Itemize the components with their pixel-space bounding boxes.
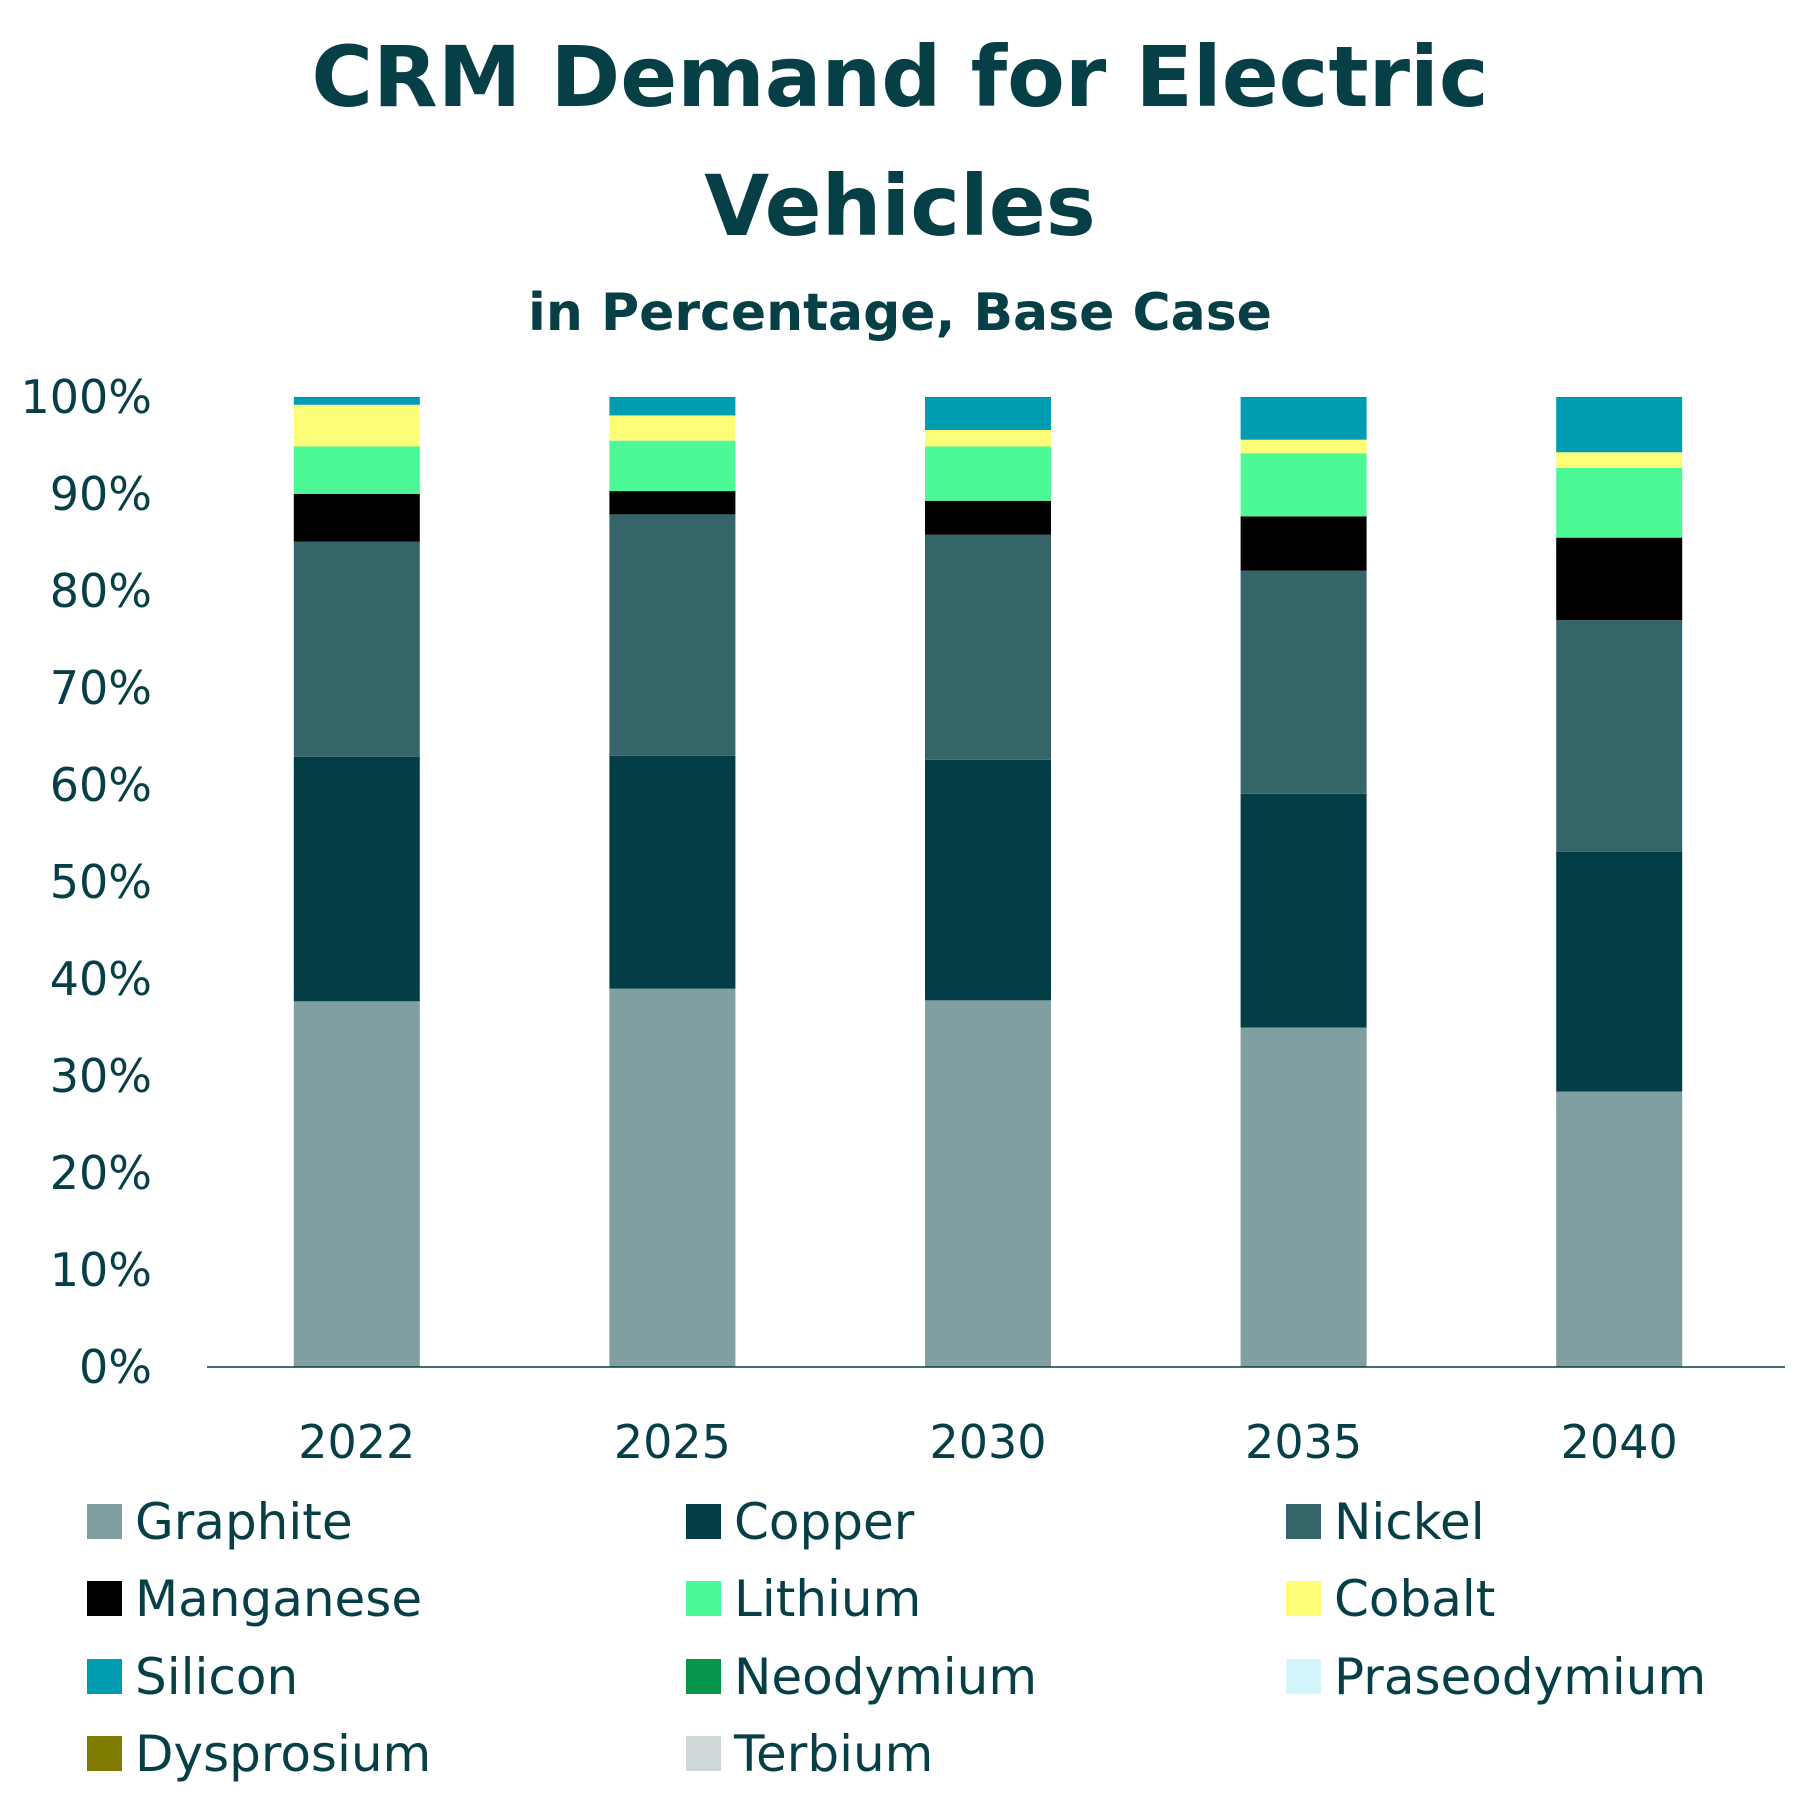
legend-swatch [686,1581,721,1616]
bar-segment-graphite-2022 [293,1001,420,1367]
bar-segment-neodymium-2025 [609,397,736,398]
legend-swatch [87,1504,122,1539]
bar-segment-nickel-2022 [293,541,420,757]
bar-segment-neodymium-2040 [1556,397,1683,398]
bar-segment-manganese-2025 [609,491,736,515]
bar-segment-cobalt-2030 [925,429,1051,447]
legend-label: Silicon [135,1648,298,1706]
bar-segment-copper-2040 [1556,851,1683,1092]
bar-segment-silicon-2035 [1240,397,1367,440]
legend-label: Copper [734,1493,915,1551]
legend-item-terbium: Terbium [686,1725,933,1783]
x-tick-label: 2022 [298,1415,415,1469]
legend-item-lithium: Lithium [686,1570,921,1628]
legend-swatch [1286,1581,1321,1616]
legend-label: Lithium [734,1570,921,1628]
bar-segment-copper-2030 [925,759,1051,1001]
bar-segment-copper-2022 [293,756,420,1002]
y-tick-label: 0% [79,1340,152,1394]
bar-segment-copper-2035 [1240,793,1367,1028]
x-tick-label: 2040 [1561,1415,1678,1469]
bar-segment-graphite-2035 [1240,1027,1367,1367]
bar-segment-lithium-2022 [293,446,420,494]
legend-swatch [686,1504,721,1539]
legend-item-copper: Copper [686,1493,915,1551]
bar-segment-nickel-2030 [925,534,1051,760]
y-tick-label: 80% [50,564,152,618]
bar-segment-silicon-2022 [293,397,420,405]
legend-item-neodymium: Neodymium [686,1648,1037,1706]
legend-item-manganese: Manganese [87,1570,422,1628]
chart-title-line-1: CRM Demand for Electric [311,28,1488,126]
legend-label: Neodymium [734,1648,1037,1706]
legend-label: Cobalt [1334,1570,1495,1628]
bar-segment-manganese-2030 [925,500,1051,535]
bar-segment-cobalt-2025 [609,415,736,441]
y-tick-label: 40% [50,952,152,1006]
bar-segment-nickel-2040 [1556,620,1683,852]
bar-segment-silicon-2040 [1556,397,1683,453]
bar-segment-neodymium-2022 [293,397,420,398]
legend-item-nickel: Nickel [1286,1493,1485,1551]
legend-swatch [1286,1659,1321,1694]
bar-segment-manganese-2035 [1240,516,1367,571]
bar-segment-lithium-2040 [1556,467,1683,538]
bar-segment-graphite-2040 [1556,1091,1683,1367]
legend-label: Praseodymium [1334,1648,1706,1706]
legend-swatch [87,1659,122,1694]
x-tick-label: 2025 [614,1415,731,1469]
legend-label: Nickel [1334,1493,1485,1551]
y-tick-label: 20% [50,1146,152,1200]
bar-segment-lithium-2025 [609,440,736,492]
bar-segment-manganese-2022 [293,494,420,542]
bar-segment-cobalt-2035 [1240,439,1367,454]
legend-swatch [1286,1504,1321,1539]
legend-label: Dysprosium [135,1725,431,1783]
legend-item-cobalt: Cobalt [1286,1570,1495,1628]
bar-segment-cobalt-2040 [1556,452,1683,468]
y-tick-label: 30% [50,1049,152,1103]
y-tick-label: 70% [50,661,152,715]
legend-label: Graphite [135,1493,353,1551]
bar-segment-silicon-2025 [609,397,736,416]
bar-segment-lithium-2030 [925,446,1051,501]
bar-segment-neodymium-2035 [1240,397,1367,398]
chart-subtitle: in Percentage, Base Case [528,283,1272,343]
y-tick-label: 50% [50,855,152,909]
legend-label: Manganese [135,1570,422,1628]
y-tick-label: 60% [50,758,152,812]
legend-item-praseodymium: Praseodymium [1286,1648,1706,1706]
bar-segment-lithium-2035 [1240,453,1367,517]
bar-segment-manganese-2040 [1556,537,1683,621]
bar-segment-neodymium-2030 [925,397,1051,398]
chart-title-line-2: Vehicles [704,157,1096,255]
legend-item-dysprosium: Dysprosium [87,1725,431,1783]
bar-segment-graphite-2025 [609,988,736,1367]
legend-item-silicon: Silicon [87,1648,298,1706]
bar-segment-silicon-2030 [925,397,1051,430]
y-tick-label: 90% [50,467,152,521]
bar-segment-copper-2025 [609,755,736,989]
legend-swatch [686,1736,721,1771]
bar-segment-nickel-2035 [1240,570,1367,794]
legend-swatch [686,1659,721,1694]
y-tick-label: 100% [20,370,152,424]
y-tick-label: 10% [50,1243,152,1297]
legend-swatch [87,1736,122,1771]
bar-segment-cobalt-2022 [293,404,420,447]
legend-item-graphite: Graphite [87,1493,353,1551]
x-tick-label: 2035 [1245,1415,1362,1469]
x-tick-label: 2030 [929,1415,1046,1469]
legend-label: Terbium [733,1725,933,1783]
legend-swatch [87,1581,122,1616]
bar-segment-graphite-2030 [925,1000,1051,1367]
bar-segment-nickel-2025 [609,514,736,756]
